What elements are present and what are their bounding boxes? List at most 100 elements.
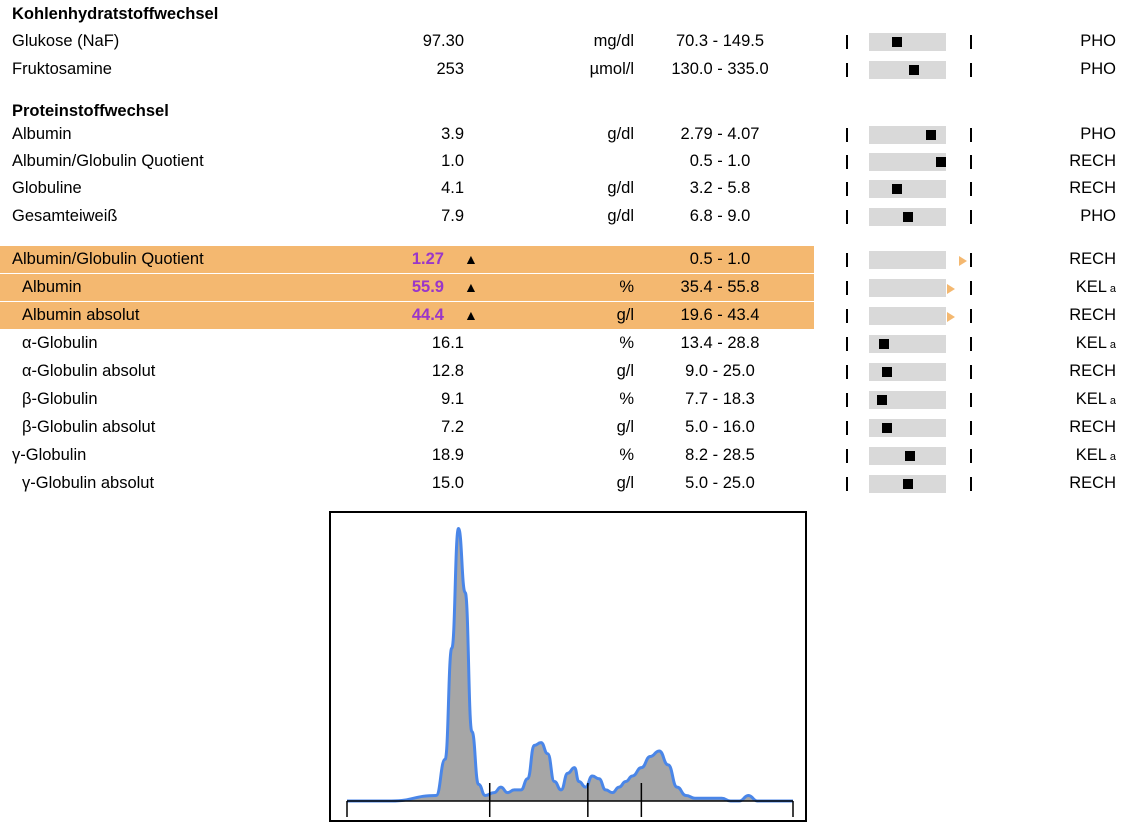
lab-code: KEL a [1076, 330, 1116, 359]
lab-code: RECH [1069, 175, 1116, 202]
test-value: 12.8 [431, 362, 464, 380]
lab-code-text: RECH [1069, 418, 1116, 436]
test-name: Albumin absolut [22, 306, 140, 324]
range-bar [869, 153, 946, 171]
lab-code: PHO [1080, 28, 1116, 55]
section-title-carbohydrate: Kohlenhydratstoffwechsel [12, 5, 219, 23]
range-left-bound [846, 477, 848, 491]
range-right-bound [970, 309, 972, 323]
range-bar [869, 391, 946, 409]
abnormal-highlight [0, 274, 814, 301]
range-right-bound [970, 477, 972, 491]
lab-code: RECH [1069, 358, 1116, 385]
range-left-bound [846, 253, 848, 267]
result-row: α-Globulin absolut 12.8 g/l 9.0 - 25.0 RECH [0, 358, 1134, 385]
value-marker [892, 184, 902, 194]
lab-code-text: RECH [1069, 152, 1116, 170]
reference-range: 5.0 - 25.0 [685, 474, 755, 492]
test-value: 3.9 [441, 125, 464, 143]
reference-range: 35.4 - 55.8 [680, 278, 760, 296]
test-name: α-Globulin absolut [22, 362, 156, 380]
lab-code-text: RECH [1069, 179, 1116, 197]
result-row: Albumin 3.9 g/dl 2.79 - 4.07 PHO [0, 121, 1134, 148]
range-bar [869, 208, 946, 226]
test-unit: g/l [616, 306, 634, 324]
result-row: γ-Globulin absolut 15.0 g/l 5.0 - 25.0 RECH [0, 470, 1134, 497]
range-bar [869, 363, 946, 381]
test-value: 1.0 [441, 152, 464, 170]
lab-code-text: RECH [1069, 250, 1116, 268]
lab-code: RECH [1069, 302, 1116, 329]
range-bar [869, 33, 946, 51]
test-unit: g/l [616, 418, 634, 436]
lab-code: RECH [1069, 470, 1116, 497]
lab-code-text: KEL [1075, 334, 1107, 352]
reference-range: 3.2 - 5.8 [689, 179, 751, 197]
test-name: Glukose (NaF) [12, 32, 120, 50]
high-flag-icon: ▲ [464, 307, 478, 323]
lab-code-text: RECH [1069, 362, 1116, 380]
test-name: α-Globulin [22, 334, 98, 352]
range-right-bound [970, 128, 972, 142]
range-bar [869, 279, 955, 297]
range-bar [869, 180, 946, 198]
lab-code: KEL a [1076, 386, 1116, 415]
test-value: 55.9 [411, 278, 444, 296]
range-left-bound [846, 35, 848, 49]
lab-code: KEL a [1076, 274, 1116, 303]
range-right-bound [970, 210, 972, 224]
test-value: 18.9 [431, 446, 464, 464]
reference-range: 13.4 - 28.8 [680, 334, 760, 352]
range-left-bound [846, 128, 848, 142]
range-left-bound [846, 182, 848, 196]
test-name: Albumin [22, 278, 82, 296]
electrophoresis-svg [346, 527, 794, 817]
result-row: α-Globulin 16.1% 13.4 - 28.8 KEL a [0, 330, 1134, 357]
reference-range: 9.0 - 25.0 [685, 362, 755, 380]
lab-code-text: KEL [1075, 278, 1107, 296]
test-unit: mg/dl [593, 32, 634, 50]
lab-code-text: RECH [1069, 306, 1116, 324]
test-name: Globuline [12, 179, 82, 197]
value-marker [882, 367, 892, 377]
value-marker [879, 339, 889, 349]
range-left-bound [846, 337, 848, 351]
test-unit: % [619, 278, 634, 296]
lab-code-text: PHO [1080, 125, 1116, 143]
test-name: β-Globulin absolut [22, 418, 156, 436]
range-left-bound [846, 393, 848, 407]
range-left-bound [846, 210, 848, 224]
result-row: β-Globulin 9.1% 7.7 - 18.3 KEL a [0, 386, 1134, 413]
range-left-bound [846, 281, 848, 295]
test-unit: µmol/l [589, 60, 634, 78]
result-row: Albumin/Globulin Quotient 1.0 0.5 - 1.0 REC… [0, 148, 1134, 175]
out-of-range-arrow-icon [947, 284, 955, 294]
result-row: Gesamteiweiß 7.9 g/dl 6.8 - 9.0 PHO [0, 203, 1134, 230]
value-marker [877, 395, 887, 405]
value-marker [909, 65, 919, 75]
out-of-range-arrow-icon [959, 256, 967, 266]
value-marker [892, 37, 902, 47]
footnote-marker: a [1109, 339, 1116, 351]
range-bar [869, 61, 946, 79]
reference-range: 6.8 - 9.0 [689, 207, 751, 225]
out-of-range-arrow-icon [947, 312, 955, 322]
test-name: γ-Globulin absolut [22, 474, 155, 492]
test-name: γ-Globulin [12, 446, 87, 464]
lab-code-text: KEL [1075, 446, 1107, 464]
range-left-bound [846, 365, 848, 379]
high-flag-icon: ▲ [464, 279, 478, 295]
range-left-bound [846, 421, 848, 435]
reference-range: 0.5 - 1.0 [689, 152, 751, 170]
result-row: Albumin/Globulin Quotient 1.27 ▲ 0.5 - 1.0 R… [0, 246, 1134, 273]
range-left-bound [846, 155, 848, 169]
lab-code: RECH [1069, 414, 1116, 441]
test-value: 7.9 [441, 207, 464, 225]
test-unit: % [619, 390, 634, 408]
test-value: 44.4 [411, 306, 444, 324]
lab-code: PHO [1080, 203, 1116, 230]
range-right-bound [970, 155, 972, 169]
high-flag-icon: ▲ [464, 251, 478, 267]
test-unit: g/dl [607, 207, 634, 225]
range-bar [869, 251, 967, 269]
